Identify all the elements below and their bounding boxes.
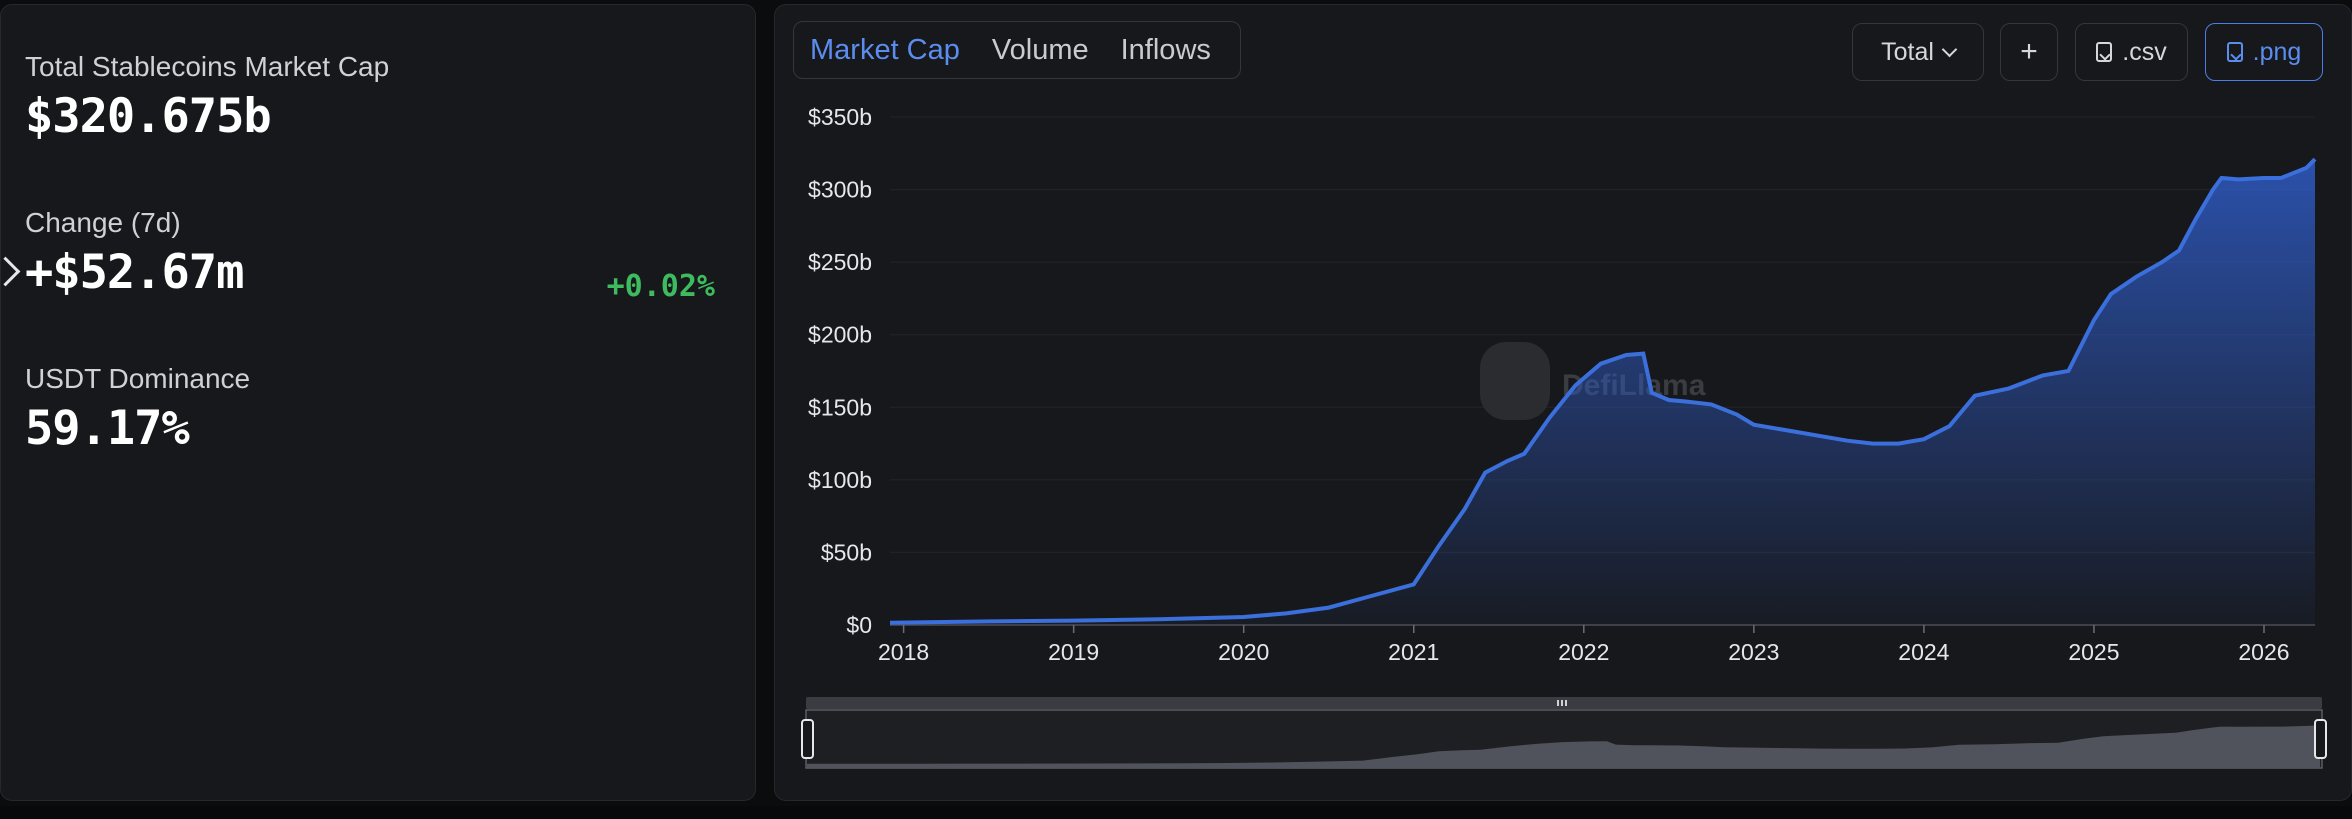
slider-grip-icon — [1561, 700, 1563, 706]
tab-market-cap[interactable]: Market Cap — [810, 33, 960, 66]
y-tick-label: $150b — [808, 394, 872, 420]
x-tick-label: 2018 — [878, 639, 929, 665]
y-tick-label: $50b — [821, 539, 872, 565]
download-png-button[interactable]: .png — [2205, 23, 2323, 81]
change-label: Change (7d) — [25, 207, 181, 238]
footer-strip — [0, 806, 2352, 819]
y-tick-label: $0 — [846, 612, 872, 638]
x-tick-label: 2019 — [1048, 639, 1099, 665]
x-tick-label: 2023 — [1728, 639, 1779, 665]
y-axis: $0 $50b $100b $150b $200b $250b $300b $350b — [808, 104, 872, 638]
slider-grip-icon — [1565, 700, 1567, 706]
y-tick-label: $250b — [808, 249, 872, 275]
dominance-label: USDT Dominance — [25, 363, 251, 394]
slider-handle-right[interactable] — [2314, 719, 2327, 759]
y-tick-label: $350b — [808, 104, 872, 130]
slider-handle-left[interactable] — [801, 719, 814, 759]
chart-tabs: Market Cap Volume Inflows — [793, 21, 1241, 79]
slider-mini-area — [807, 725, 2320, 768]
file-download-icon — [2226, 42, 2243, 62]
add-button[interactable]: + — [2000, 23, 2058, 81]
summary-panel: Total Stablecoins Market Cap $320.675b C… — [0, 4, 756, 801]
market-cap-label: Total Stablecoins Market Cap — [25, 51, 390, 82]
tab-volume[interactable]: Volume — [991, 33, 1089, 66]
x-tick-label: 2024 — [1898, 639, 1949, 665]
defillama-logo-icon — [1480, 342, 1550, 420]
x-tick-label: 2022 — [1558, 639, 1609, 665]
total-select-label: Total — [1881, 37, 1934, 66]
y-tick-label: $200b — [808, 322, 872, 348]
change-percent-badge: +0.02% — [606, 269, 715, 304]
dominance-value: 59.17% — [25, 401, 190, 456]
download-csv-button[interactable]: .csv — [2075, 23, 2188, 81]
y-tick-label: $300b — [808, 177, 872, 203]
change-value: +$52.67m — [25, 245, 244, 300]
market-cap-value: $320.675b — [25, 89, 272, 144]
x-tick-label: 2020 — [1218, 639, 1269, 665]
series-line — [889, 157, 2317, 625]
y-tick-label: $100b — [808, 467, 872, 493]
file-download-icon — [2096, 42, 2113, 62]
png-label: .png — [2252, 37, 2302, 66]
series-area — [890, 159, 2315, 625]
tab-inflows[interactable]: Inflows — [1120, 33, 1211, 66]
x-tick-label: 2025 — [2068, 639, 2119, 665]
total-select[interactable]: Total — [1852, 23, 1984, 81]
x-tick-label: 2026 — [2238, 639, 2289, 665]
range-slider[interactable] — [801, 697, 2327, 769]
x-axis: 2018 2019 2020 2021 2022 2023 2024 2025 2026 — [878, 625, 2290, 665]
slider-track-top[interactable] — [806, 697, 2322, 709]
csv-label: .csv — [2122, 37, 2167, 66]
x-tick-label: 2021 — [1388, 639, 1439, 665]
slider-grip-icon — [1557, 700, 1559, 706]
